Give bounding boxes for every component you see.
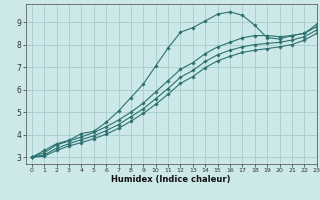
X-axis label: Humidex (Indice chaleur): Humidex (Indice chaleur) [111,175,231,184]
